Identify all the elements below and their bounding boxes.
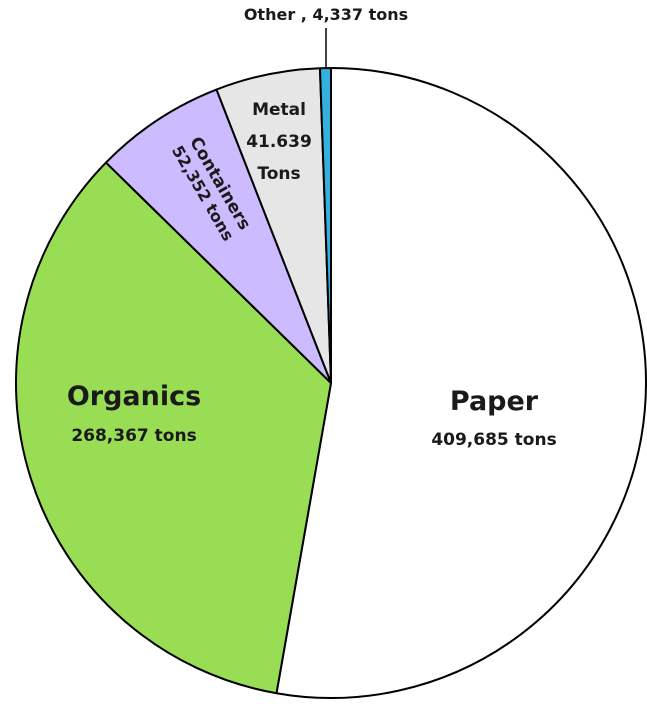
paper-label: Paper xyxy=(450,386,539,417)
organics-label: Organics xyxy=(67,381,201,412)
slice-paper xyxy=(275,67,647,699)
metal-value-label: 41.639 xyxy=(246,132,312,152)
pie-slices xyxy=(15,66,647,699)
paper-value-label: 409,685 tons xyxy=(431,430,556,450)
metal-unit-label: Tons xyxy=(257,164,300,184)
other-callout-label: Other , 4,337 tons xyxy=(244,5,408,24)
slice-other xyxy=(318,66,332,384)
organics-value-label: 268,367 tons xyxy=(71,426,196,446)
slice-organics xyxy=(15,161,332,695)
slice-containers xyxy=(104,88,332,384)
metal-label: Metal xyxy=(252,100,306,120)
